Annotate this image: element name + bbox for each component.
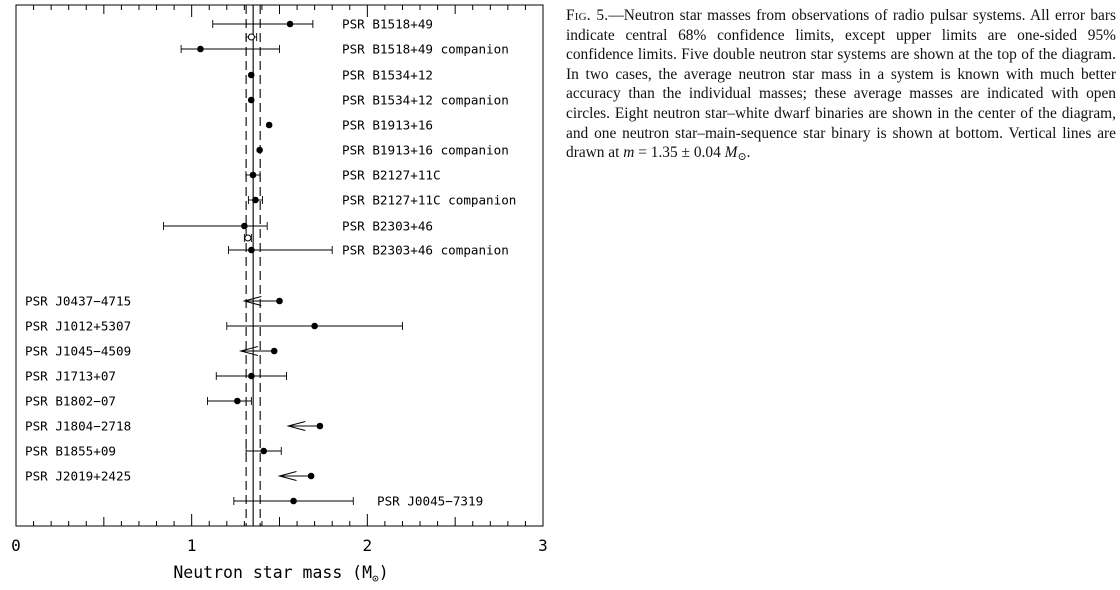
pulsar-label: PSR B1518+49 companion xyxy=(342,42,509,57)
pulsar-label: PSR J1713+07 xyxy=(25,369,116,384)
caption-fig-label: Fig. 5. xyxy=(566,7,609,24)
pulsar-row: PSR J0437−4715 xyxy=(25,294,283,309)
pulsar-label: PSR B1913+16 companion xyxy=(342,143,509,158)
mass-point xyxy=(248,246,255,254)
pulsar-row: PSR J1713+07 xyxy=(25,369,287,384)
x-tick-label: 0 xyxy=(11,536,21,555)
mass-point xyxy=(270,347,278,355)
mass-point xyxy=(248,372,255,380)
average-mass-circle xyxy=(247,33,255,41)
mass-point xyxy=(247,96,255,104)
pulsar-row: PSR B2127+11C companion xyxy=(247,193,516,208)
caption-end: . xyxy=(746,144,751,162)
pulsar-label: PSR B2303+46 xyxy=(342,219,433,234)
mass-point xyxy=(307,472,315,480)
x-tick-label: 3 xyxy=(538,536,548,555)
mass-point xyxy=(286,20,294,28)
pulsar-row: PSR J2019+2425 xyxy=(25,469,315,484)
mass-point xyxy=(252,196,259,204)
mass-point xyxy=(265,121,273,129)
average-mass-circle xyxy=(244,234,252,242)
pulsar-row: PSR B1534+12 companion xyxy=(247,93,509,108)
pulsar-label: PSR J0437−4715 xyxy=(25,294,131,309)
caption-text: —Neutron star masses from observations o… xyxy=(566,7,1116,162)
x-axis-label-close: ) xyxy=(379,563,389,582)
x-axis-label-text: Neutron star mass (M xyxy=(173,563,372,582)
upper-limit-arrow xyxy=(286,421,306,431)
pulsar-row: PSR J1804−2718 xyxy=(25,419,324,434)
pulsar-row: PSR B2303+46 companion xyxy=(228,243,509,258)
mass-point xyxy=(260,447,267,455)
pulsar-row: PSR B2303+46 xyxy=(163,219,433,234)
pulsar-label: PSR J1804−2718 xyxy=(25,419,131,434)
upper-limit-arrow xyxy=(242,296,262,306)
pulsar-label: PSR B2303+46 companion xyxy=(342,243,509,258)
figure-caption: Fig. 5.—Neutron star masses from observa… xyxy=(566,6,1116,163)
pulsar-label: PSR B1534+12 companion xyxy=(342,93,509,108)
pulsar-label: PSR B2127+11C companion xyxy=(342,193,516,208)
pulsar-row xyxy=(243,234,252,242)
neutron-star-mass-figure: 0 1 2 3 Neutron star mass (M⊙) PSR B1518+49 PS… xyxy=(11,4,548,585)
pulsar-label: PSR J2019+2425 xyxy=(25,469,131,484)
mass-point xyxy=(234,397,241,405)
pulsar-row: PSR J0045−7319 xyxy=(233,494,483,509)
x-tick-label: 1 xyxy=(187,536,197,555)
pulsar-row: PSR B1518+49 companion xyxy=(180,42,509,57)
caption-formula-rest: = 1.35 ± 0.04 xyxy=(634,144,725,162)
x-axis-label: Neutron star mass (M⊙) xyxy=(173,563,388,585)
mass-point xyxy=(256,146,263,154)
pulsar-row: PSR B2127+11C xyxy=(245,168,441,183)
mass-point xyxy=(197,45,204,53)
pulsar-row: PSR J1012+5307 xyxy=(25,319,403,334)
pulsar-row: PSR B1913+16 companion xyxy=(256,143,509,158)
mass-point xyxy=(241,222,248,230)
mass-point xyxy=(290,497,297,505)
pulsar-label: PSR J1045−4509 xyxy=(25,344,131,359)
pulsar-row: PSR B1534+12 xyxy=(247,68,433,83)
x-tick-label: 2 xyxy=(363,536,373,555)
pulsar-row xyxy=(245,33,258,41)
pulsar-label: PSR J0045−7319 xyxy=(377,494,483,509)
pulsar-label: PSR B1913+16 xyxy=(342,118,433,133)
pulsar-label: PSR B1855+09 xyxy=(25,444,116,459)
caption-formula-var: m xyxy=(623,144,635,162)
mass-point xyxy=(276,297,283,305)
pulsar-row: PSR B1855+09 xyxy=(25,444,282,459)
x-axis-label-sub: ⊙ xyxy=(372,572,379,585)
mass-point xyxy=(316,422,324,430)
caption-formula-sub: ⊙ xyxy=(737,151,747,164)
pulsar-label: PSR J1012+5307 xyxy=(25,319,131,334)
pulsar-label: PSR B2127+11C xyxy=(342,168,441,183)
pulsar-row: PSR B1518+49 xyxy=(212,17,433,32)
caption-formula-unit: M xyxy=(724,144,738,162)
mass-point xyxy=(311,322,318,330)
upper-limit-arrow xyxy=(238,346,258,356)
pulsar-label: PSR B1802−07 xyxy=(25,394,116,409)
axis-ticks xyxy=(15,5,544,526)
pulsar-row: PSR J1045−4509 xyxy=(25,344,278,359)
pulsar-row: PSR B1913+16 xyxy=(265,118,433,133)
mass-point xyxy=(247,71,255,79)
mass-point xyxy=(249,171,257,179)
pulsar-label: PSR B1534+12 xyxy=(342,68,433,83)
upper-limit-arrow xyxy=(277,471,297,481)
mass-chart: 0 1 2 3 Neutron star mass (M⊙) PSR B1518+49 PS… xyxy=(11,4,548,585)
pulsar-row: PSR B1802−07 xyxy=(25,394,252,409)
pulsar-label: PSR B1518+49 xyxy=(342,17,433,32)
